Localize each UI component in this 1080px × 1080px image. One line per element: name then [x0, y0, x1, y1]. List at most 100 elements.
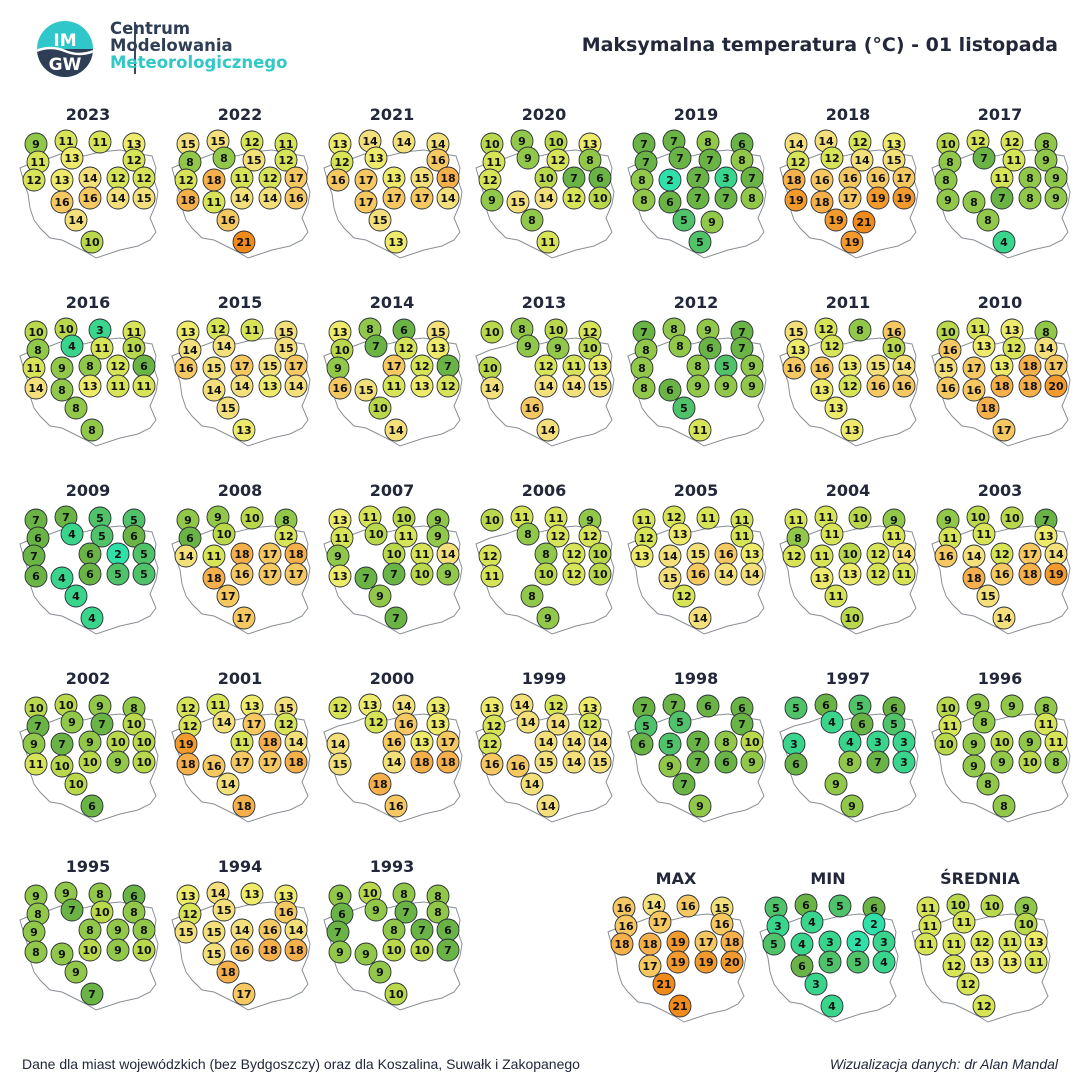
station-value: 10	[484, 326, 500, 339]
station-value: 16	[718, 548, 734, 561]
station-value: 5	[140, 548, 148, 561]
station-marker	[852, 210, 876, 234]
station-value: 11	[970, 323, 985, 336]
station-value: 6	[666, 384, 674, 397]
station-value: 11	[540, 236, 555, 249]
station-marker	[688, 606, 712, 630]
station-marker	[652, 972, 676, 996]
logo-badge-top: IM	[53, 31, 76, 51]
station-value: 14	[210, 887, 226, 900]
station-marker	[990, 374, 1014, 398]
station-value: 6	[802, 899, 810, 912]
station-marker	[1000, 694, 1024, 718]
station-value: 6	[32, 570, 40, 583]
station-value: 5	[98, 530, 106, 543]
station-marker	[588, 374, 612, 398]
panel-year-label: ŚREDNIA	[940, 869, 1020, 888]
station-value: 11	[210, 699, 225, 712]
station-value: 12	[482, 550, 497, 563]
station-value: 17	[246, 718, 261, 731]
station-marker	[384, 230, 408, 254]
panel-year-label: 2014	[370, 293, 415, 312]
station-value: 12	[440, 380, 455, 393]
station-value: 10	[84, 236, 100, 249]
station-value: 17	[234, 756, 249, 769]
station-value: 15	[136, 192, 151, 205]
station-value: 10	[126, 718, 142, 731]
station-value: 16	[940, 382, 956, 395]
station-value: 19	[844, 236, 859, 249]
station-value: 7	[362, 572, 370, 585]
station-value: 10	[484, 514, 500, 527]
logo-text-line2: Modelowania	[110, 36, 233, 55]
station-marker	[820, 710, 844, 734]
station-value: 8	[58, 384, 66, 397]
panel-year-label: 2019	[674, 105, 719, 124]
station-value: 9	[890, 514, 898, 527]
station-value: 16	[386, 736, 402, 749]
panel-year-label: 1995	[66, 857, 111, 876]
station-marker	[546, 712, 570, 736]
station-marker	[480, 320, 504, 344]
station-marker	[840, 418, 864, 442]
station-marker	[632, 376, 656, 400]
station-value: 13	[414, 736, 429, 749]
station-value: 11	[206, 550, 221, 563]
station-marker	[892, 186, 916, 210]
station-marker	[258, 938, 282, 962]
station-value: 10	[396, 512, 412, 525]
station-value: 16	[178, 362, 194, 375]
station-value: 9	[974, 699, 982, 712]
station-value: 8	[34, 344, 42, 357]
station-marker	[516, 334, 540, 358]
station-value: 9	[970, 738, 978, 751]
station-value: 10	[482, 362, 498, 375]
station-value: 15	[216, 904, 231, 917]
station-value: 12	[486, 720, 501, 733]
station-marker	[230, 750, 254, 774]
station-marker	[698, 336, 722, 360]
station-value: 9	[96, 700, 104, 713]
station-value: 9	[488, 194, 496, 207]
station-marker	[64, 960, 88, 984]
station-value: 4	[1000, 236, 1008, 249]
station-value: 10	[940, 326, 956, 339]
station-value: 15	[278, 342, 293, 355]
station-value: 13	[744, 548, 759, 561]
station-marker	[956, 972, 980, 996]
station-marker	[176, 188, 200, 212]
station-marker	[936, 188, 960, 212]
station-value: 14	[566, 736, 582, 749]
station-marker	[394, 336, 418, 360]
station-value: 3	[96, 324, 104, 337]
station-value: 10	[1004, 512, 1020, 525]
station-value: 15	[510, 196, 525, 209]
station-value: 12	[566, 192, 581, 205]
station-value: 13	[386, 172, 401, 185]
station-value: 7	[444, 360, 452, 373]
station-marker	[980, 894, 1004, 918]
station-value: 12	[1006, 342, 1021, 355]
station-value: 14	[440, 192, 456, 205]
station-marker	[668, 522, 692, 546]
station-marker	[972, 334, 996, 358]
station-value: 18	[1022, 568, 1037, 581]
station-marker	[840, 606, 864, 630]
station-marker	[132, 938, 156, 962]
station-marker	[672, 772, 696, 796]
station-marker	[962, 754, 986, 778]
station-value: 11	[788, 514, 803, 527]
station-value: 12	[110, 360, 125, 373]
station-value: 18	[372, 778, 387, 791]
station-value: 17	[288, 172, 303, 185]
station-value: 7	[68, 904, 76, 917]
station-marker	[936, 376, 960, 400]
station-value: 10	[1018, 918, 1034, 931]
